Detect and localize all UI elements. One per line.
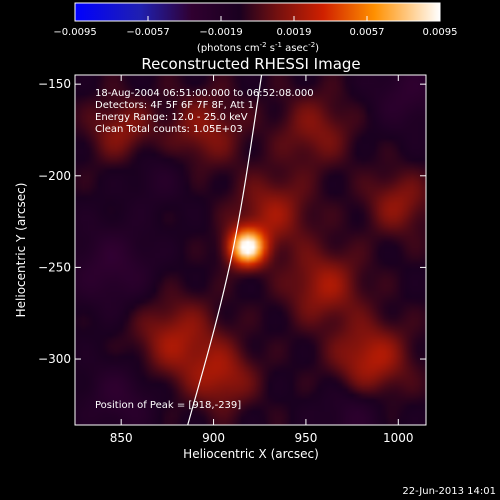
peak-position-label: Position of Peak = [918,-239] (95, 400, 241, 411)
x-tick-label: 950 (294, 431, 317, 445)
colorbar-gradient (74, 2, 441, 22)
colorbar-tick-label: 0.0057 (350, 27, 385, 38)
annotations: 18-Aug-2004 06:51:00.000 to 06:52:08.000… (95, 88, 314, 411)
colorbar-tick-label: 0.0019 (277, 27, 312, 38)
y-tick-label: −200 (38, 169, 71, 183)
y-axis-label: Heliocentric Y (arcsec) (14, 183, 28, 318)
colorbar-tick-label: 0.0095 (423, 27, 458, 38)
x-tick-label: 900 (202, 431, 225, 445)
solar-limb-line (187, 75, 263, 425)
x-axis-label: Heliocentric X (arcsec) (183, 447, 319, 461)
annotation-counts: Clean Total counts: 1.05E+03 (95, 124, 243, 135)
colorbar: −0.0095 −0.0057 −0.0019 0.0019 0.0057 0.0095 … (53, 2, 458, 54)
y-tick-label: −300 (38, 352, 71, 366)
plot-frame (74, 74, 427, 426)
colorbar-tick-label: −0.0095 (53, 27, 96, 38)
annotation-detectors: Detectors: 4F 5F 6F 7F 8F, Att 1 (95, 100, 254, 111)
footer-timestamp: 22-Jun-2013 14:01 (402, 486, 496, 497)
heatmap-image (75, 75, 426, 425)
heatmap-raster (75, 75, 426, 425)
annotation-time: 18-Aug-2004 06:51:00.000 to 06:52:08.000 (95, 88, 314, 99)
x-tick-label: 850 (110, 431, 133, 445)
colorbar-tick-label: −0.0057 (126, 27, 169, 38)
x-tick-label: 1000 (383, 431, 414, 445)
x-axis: 850 900 950 1000 (110, 75, 414, 445)
colorbar-tick-label: −0.0019 (199, 27, 242, 38)
y-tick-label: −250 (38, 260, 71, 274)
y-axis: −150 −200 −250 −300 (38, 77, 426, 366)
colorbar-unit-label: (photons cm-2 s-1 asec-2) (197, 41, 319, 54)
y-tick-label: −150 (38, 77, 71, 91)
colorbar-ticks: −0.0095 −0.0057 −0.0019 0.0019 0.0057 0.0095 (53, 16, 458, 38)
annotation-energy: Energy Range: 12.0 - 25.0 keV (95, 112, 248, 123)
chart-title: Reconstructed RHESSI Image (141, 55, 360, 73)
